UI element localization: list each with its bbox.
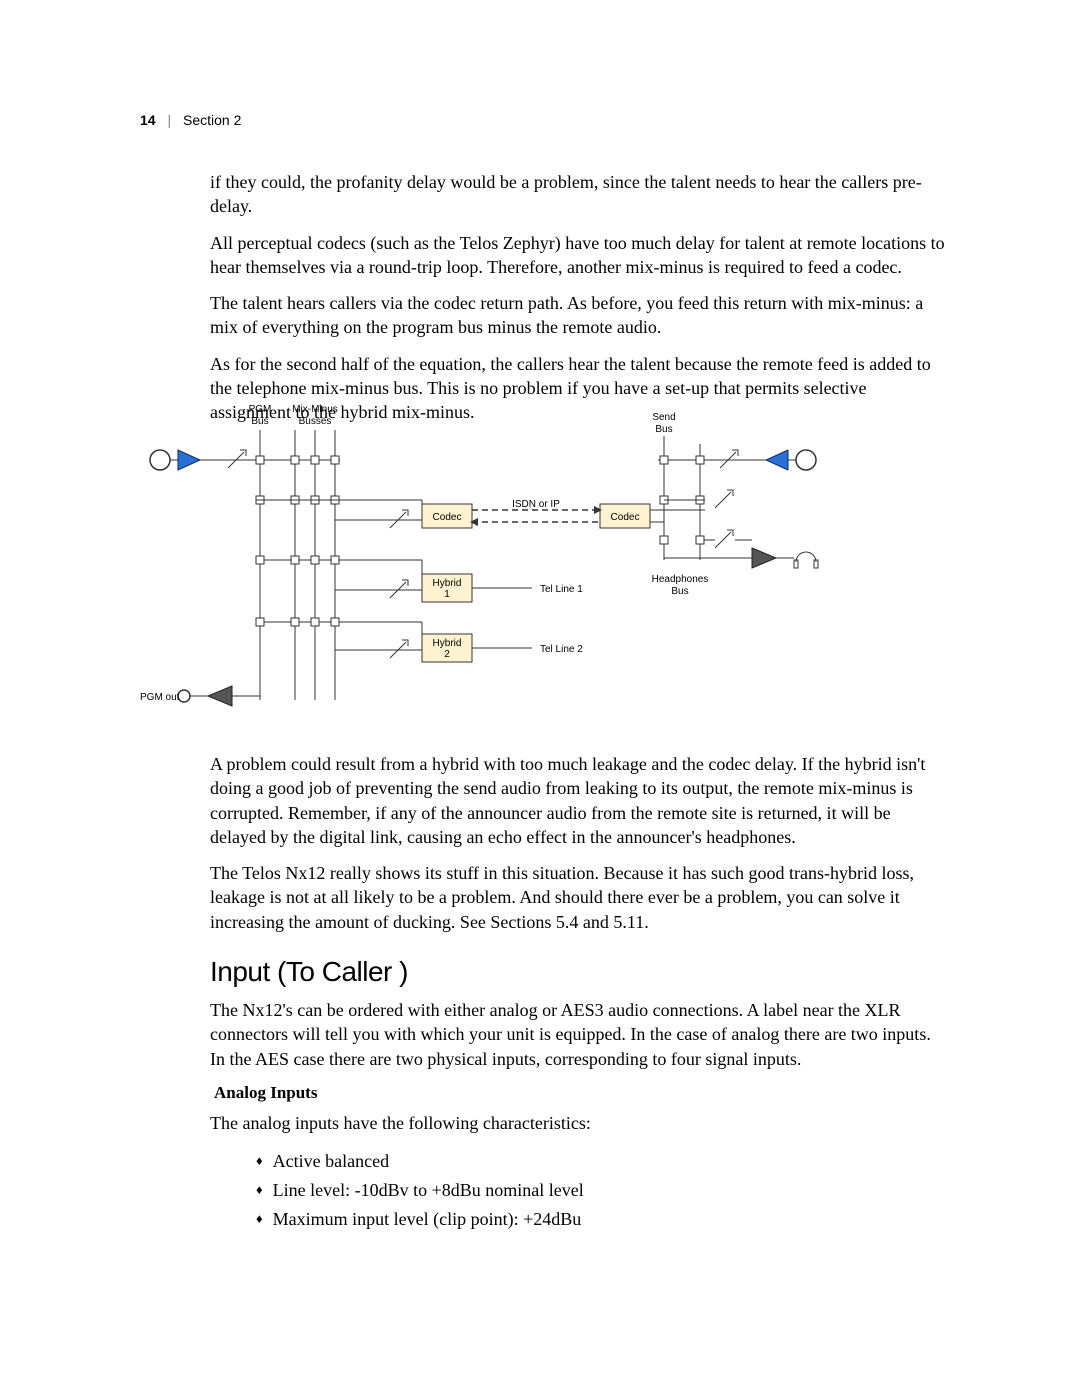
svg-text:2: 2 xyxy=(444,649,450,660)
bullet-list: Active balanced Line level: -10dBv to +8… xyxy=(210,1147,948,1233)
svg-text:Hybrid: Hybrid xyxy=(433,578,462,589)
amp-triangle xyxy=(752,548,776,568)
paragraph: The analog inputs have the following cha… xyxy=(210,1111,948,1135)
preamp-triangle-left xyxy=(178,450,200,470)
page-header: 14 | Section 2 xyxy=(140,112,241,128)
preamp-triangle-right xyxy=(766,450,788,470)
label-pgm-bus: PGM xyxy=(249,404,272,415)
mic-connector-right xyxy=(796,450,816,470)
paragraph: All perceptual codecs (such as the Telos… xyxy=(210,231,948,280)
paragraph: The Telos Nx12 really shows its stuff in… xyxy=(210,861,948,934)
svg-text:Codec: Codec xyxy=(433,512,462,523)
top-text-block: if they could, the profanity delay would… xyxy=(210,170,948,437)
fader-icon xyxy=(715,530,733,548)
svg-text:Bus: Bus xyxy=(251,416,268,427)
svg-text:Hybrid: Hybrid xyxy=(433,638,462,649)
fader-icon xyxy=(228,450,246,468)
svg-text:1: 1 xyxy=(444,589,450,600)
pgm-out-connector xyxy=(178,690,190,702)
label-headphones: Headphones xyxy=(652,574,709,585)
mid-text-block: A problem could result from a hybrid wit… xyxy=(210,752,948,1234)
svg-text:PGM out: PGM out xyxy=(140,692,180,703)
page-number: 14 xyxy=(140,112,156,128)
fader-icon xyxy=(390,510,408,528)
fader-icon xyxy=(720,450,738,468)
label-send-bus: Send xyxy=(652,412,675,423)
svg-text:ISDN or IP: ISDN or IP xyxy=(512,499,560,510)
fader-icon xyxy=(390,640,408,658)
svg-text:Busses: Busses xyxy=(299,416,332,427)
header-separator: | xyxy=(167,112,171,128)
svg-text:Tel Line 2: Tel Line 2 xyxy=(540,644,583,655)
paragraph: The talent hears callers via the codec r… xyxy=(210,291,948,340)
mic-connector-left xyxy=(150,450,170,470)
subheading-analog-inputs: Analog Inputs xyxy=(210,1083,948,1103)
paragraph: if they could, the profanity delay would… xyxy=(210,170,948,219)
pgm-out-amp xyxy=(208,686,232,706)
list-item: Active balanced xyxy=(256,1147,948,1176)
paragraph: The Nx12's can be ordered with either an… xyxy=(210,998,948,1071)
fader-icon xyxy=(390,580,408,598)
signal-flow-diagram: PGM Bus Mix-Minus Busses Send Bus xyxy=(140,400,950,720)
headphones-icon xyxy=(794,552,818,568)
svg-text:Bus: Bus xyxy=(671,586,688,597)
label-mix-minus: Mix-Minus xyxy=(292,404,338,415)
svg-text:Tel Line 1: Tel Line 1 xyxy=(540,584,583,595)
fader-icon xyxy=(715,490,733,508)
svg-text:Codec: Codec xyxy=(611,512,640,523)
list-item: Line level: -10dBv to +8dBu nominal leve… xyxy=(256,1176,948,1205)
list-item: Maximum input level (clip point): +24dBu xyxy=(256,1205,948,1234)
section-label: Section 2 xyxy=(183,112,241,128)
svg-text:Bus: Bus xyxy=(655,424,672,435)
section-heading: Input (To Caller ) xyxy=(210,956,948,988)
paragraph: A problem could result from a hybrid wit… xyxy=(210,752,948,849)
